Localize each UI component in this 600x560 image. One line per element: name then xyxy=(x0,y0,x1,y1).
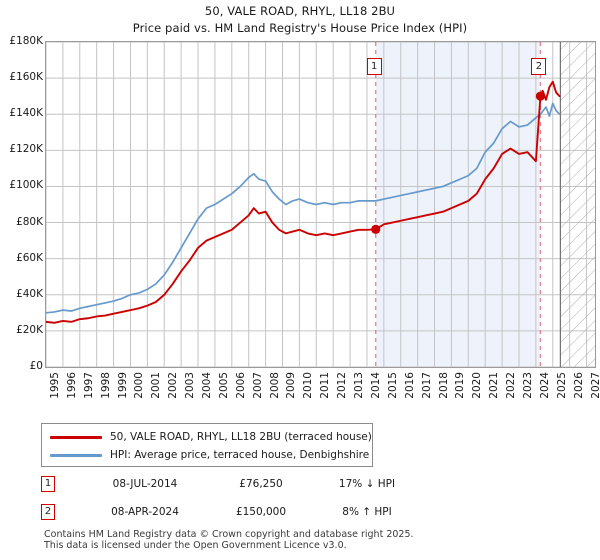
x-axis-tick: 2014 xyxy=(369,372,382,399)
y-axis-tick: £100K xyxy=(9,179,43,192)
x-axis-tick: 2020 xyxy=(471,372,484,399)
footer-line-1: Contains HM Land Registry data © Crown c… xyxy=(44,529,414,540)
y-axis-tick: £180K xyxy=(9,35,43,47)
x-axis-tick: 1998 xyxy=(99,372,112,399)
x-axis-tick: 2019 xyxy=(454,372,467,399)
page-subtitle: Price paid vs. HM Land Registry's House … xyxy=(132,21,468,35)
x-axis-tick: 2009 xyxy=(285,372,298,399)
x-axis-tick: 2021 xyxy=(488,372,501,399)
x-axis-tick: 2027 xyxy=(589,372,600,399)
sale-marker-lines xyxy=(375,42,542,367)
y-axis-tick: £60K xyxy=(16,251,43,264)
chart-series xyxy=(46,80,561,324)
x-axis-tick: 2003 xyxy=(184,372,197,399)
y-axis-tick: £20K xyxy=(16,323,43,336)
x-axis-tick: 2011 xyxy=(319,372,332,399)
x-axis-tick: 2006 xyxy=(234,372,247,399)
sale-hpi-diff: 8% ↑ HPI xyxy=(342,506,392,518)
x-axis-tick: 2008 xyxy=(268,372,281,399)
callout-marker: 1 xyxy=(366,58,382,75)
x-axis-tick: 2002 xyxy=(167,372,180,399)
y-axis-tick: £80K xyxy=(16,215,43,228)
x-axis-tick: 2026 xyxy=(572,372,585,399)
legend-label: HPI: Average price, terraced house, Denb… xyxy=(110,449,370,461)
callout-marker: 2 xyxy=(531,58,547,75)
x-axis-tick: 2005 xyxy=(217,372,230,399)
sale-index-badge: 1 xyxy=(41,476,55,492)
sale-date: 08-JUL-2014 xyxy=(112,478,178,490)
x-axis-tick: 2022 xyxy=(505,372,518,399)
x-axis-tick: 2017 xyxy=(420,372,433,399)
sale-hpi-diff: 17% ↓ HPI xyxy=(338,478,396,490)
forecast-hatch-region xyxy=(560,42,595,367)
x-axis-tick: 2000 xyxy=(133,372,146,399)
x-axis-tick: 2001 xyxy=(150,372,163,399)
footer-line-2: This data is licensed under the Open Gov… xyxy=(44,540,347,551)
sale-date: 08-APR-2024 xyxy=(111,506,179,518)
y-axis-tick: £120K xyxy=(9,143,43,156)
legend-swatch-line xyxy=(50,454,102,457)
x-axis-tick: 1997 xyxy=(82,372,95,399)
x-axis-tick: 2012 xyxy=(336,372,349,399)
x-axis-tick: 2004 xyxy=(201,372,214,399)
x-axis-tick: 1996 xyxy=(65,372,78,399)
y-axis-tick: £40K xyxy=(16,287,43,300)
footer-attribution: Contains HM Land Registry data © Crown c… xyxy=(44,529,584,551)
x-axis-tick: 1995 xyxy=(49,372,61,399)
y-axis-labels: £0 £20K £40K £60K £80K £100K £120K £140K £160K £1… xyxy=(0,0,43,560)
x-axis-tick: 2025 xyxy=(555,372,568,399)
legend-label: 50, VALE ROAD, RHYL, LL18 2BU (terraced … xyxy=(110,431,372,443)
sale-index-badge: 2 xyxy=(41,504,55,520)
chart-plot-area xyxy=(45,41,596,368)
x-axis-tick: 2016 xyxy=(403,372,416,399)
y-axis-tick: £160K xyxy=(9,71,43,84)
sale-point-markers xyxy=(371,91,546,234)
x-axis-tick: 2007 xyxy=(251,372,264,399)
x-axis-tick: 2023 xyxy=(521,372,534,399)
x-axis-tick: 1999 xyxy=(116,372,129,399)
legend-swatch-line xyxy=(50,436,102,439)
x-axis-tick: 2018 xyxy=(437,372,450,399)
sale-price: £150,000 xyxy=(235,506,287,518)
chart-svg xyxy=(46,42,595,367)
y-axis-tick: £140K xyxy=(9,107,43,120)
sale-price: £76,250 xyxy=(239,478,283,490)
page-title: 50, VALE ROAD, RHYL, LL18 2BU xyxy=(204,4,396,18)
y-axis-tick: £0 xyxy=(29,360,43,372)
x-axis-tick: 2010 xyxy=(302,372,315,399)
chart-legend: 50, VALE ROAD, RHYL, LL18 2BU (terraced … xyxy=(41,423,373,467)
x-axis-tick: 2013 xyxy=(353,372,366,399)
x-axis-tick: 2024 xyxy=(538,372,551,399)
x-axis-tick: 2015 xyxy=(386,372,399,399)
